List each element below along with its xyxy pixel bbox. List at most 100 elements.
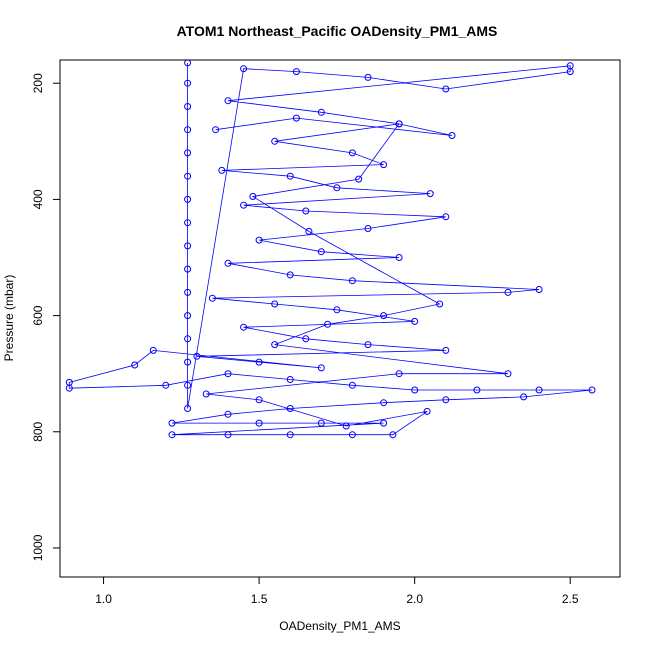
data-point	[348, 431, 356, 439]
data-point	[588, 386, 596, 394]
data-point	[224, 370, 232, 378]
data-point	[184, 219, 192, 227]
data-point	[364, 225, 372, 232]
data-point	[448, 132, 456, 139]
data-point	[184, 405, 192, 412]
data-point	[333, 306, 341, 314]
data-point	[380, 419, 388, 427]
data-point	[426, 190, 434, 198]
data-point	[348, 149, 356, 157]
x-tick-label: 2.0	[406, 592, 423, 606]
data-point	[184, 79, 192, 87]
data-point	[184, 172, 192, 180]
data-point	[202, 390, 210, 398]
data-point	[212, 126, 220, 134]
plot-marks	[65, 59, 596, 439]
data-point	[168, 431, 176, 439]
data-point	[255, 419, 263, 427]
data-point	[240, 65, 248, 73]
data-point	[193, 352, 201, 360]
data-point	[184, 126, 192, 134]
data-point	[149, 346, 157, 354]
data-point	[317, 419, 325, 427]
series-line	[68, 62, 593, 436]
y-tick-label: 800	[31, 421, 45, 441]
data-point	[302, 207, 310, 215]
data-point	[224, 97, 232, 105]
data-point	[411, 317, 419, 325]
y-tick-label: 400	[31, 189, 45, 209]
data-point	[389, 431, 397, 439]
data-point	[355, 175, 363, 183]
data-point	[168, 419, 176, 427]
data-point	[224, 431, 232, 439]
data-point	[305, 227, 313, 235]
x-tick-label: 1.5	[251, 592, 268, 606]
data-point	[436, 300, 444, 308]
data-point	[504, 370, 512, 378]
data-point	[395, 254, 403, 261]
data-point	[442, 396, 450, 404]
chart-title: ATOM1 Northeast_Pacific OADensity_PM1_AM…	[177, 23, 498, 39]
data-point	[292, 114, 300, 122]
data-point	[535, 286, 543, 293]
data-point	[286, 172, 294, 180]
y-tick-label: 1000	[31, 534, 45, 561]
x-tick-label: 1.0	[95, 592, 112, 606]
data-point	[364, 73, 372, 81]
data-point	[208, 294, 216, 302]
data-point	[317, 248, 325, 256]
data-point	[249, 193, 257, 200]
data-point	[364, 341, 372, 349]
plot-frame	[59, 59, 621, 578]
data-point	[324, 320, 332, 328]
data-point	[184, 358, 192, 366]
data-point	[184, 381, 192, 389]
data-point	[255, 236, 263, 244]
data-point	[286, 431, 294, 439]
data-point	[184, 312, 192, 320]
data-point	[504, 288, 512, 296]
data-point	[442, 346, 450, 354]
data-point	[333, 184, 341, 192]
data-point	[184, 103, 192, 110]
data-point	[342, 422, 350, 430]
data-point	[380, 312, 388, 320]
data-point	[184, 265, 192, 273]
data-point	[411, 386, 419, 394]
data-point	[162, 381, 170, 389]
data-point	[224, 259, 232, 267]
data-point	[442, 213, 450, 221]
data-point	[184, 335, 192, 343]
data-point	[566, 62, 574, 70]
data-point	[317, 364, 325, 372]
data-point	[184, 149, 192, 157]
data-point	[271, 300, 279, 308]
y-axis-label: Pressure (mbar)	[2, 275, 16, 362]
data-point	[255, 396, 263, 404]
data-point	[473, 386, 481, 394]
data-point	[218, 166, 226, 174]
x-axis-label: OADensity_PM1_AMS	[279, 619, 400, 633]
y-tick-label: 600	[31, 305, 45, 325]
data-point	[395, 120, 403, 128]
data-point	[131, 361, 139, 369]
data-point	[380, 399, 388, 407]
data-point	[302, 335, 310, 343]
data-point	[292, 68, 300, 76]
data-point	[442, 85, 450, 93]
data-point	[65, 384, 73, 392]
data-point	[240, 323, 248, 331]
data-point	[286, 405, 294, 412]
data-point	[317, 108, 325, 116]
data-point	[286, 376, 294, 383]
data-point	[348, 277, 356, 285]
data-point	[271, 137, 279, 145]
data-point	[380, 161, 388, 169]
y-axis: 200 400 600 800 1000	[31, 73, 61, 561]
data-point	[240, 201, 248, 209]
x-tick-label: 2.5	[562, 592, 579, 606]
data-point	[255, 358, 263, 366]
data-point	[348, 381, 356, 389]
